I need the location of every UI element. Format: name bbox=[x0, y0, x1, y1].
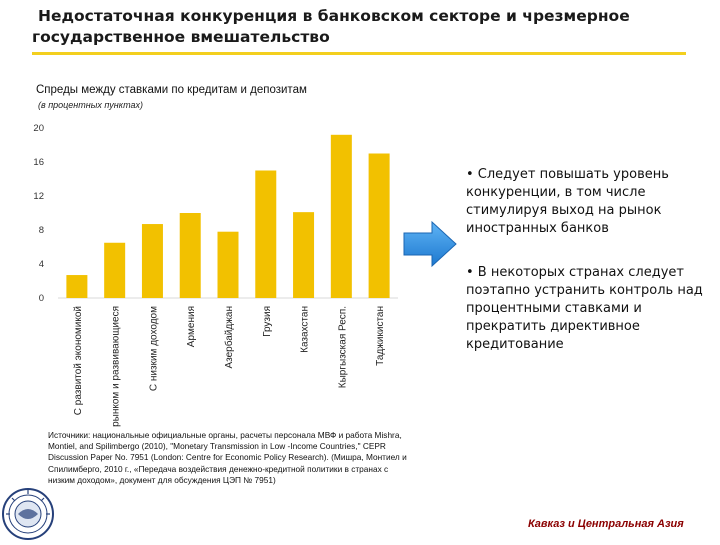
bar bbox=[104, 242, 126, 298]
bar bbox=[368, 153, 390, 298]
bar-chart: 0 4 8 12 16 20 С развитой экономикой С форм. ры… bbox=[33, 123, 398, 430]
bar bbox=[330, 134, 352, 298]
arrow-right-icon bbox=[402, 220, 458, 273]
category-label: С низким доходом bbox=[148, 306, 159, 391]
chart-title: Спреды между ставками по кредитам и депо… bbox=[36, 84, 307, 96]
region-label: Кавказ и Центральная Азия bbox=[528, 518, 684, 530]
category-label: Таджикистан bbox=[375, 306, 386, 366]
chart-subtitle: (в процентных пунктах) bbox=[38, 100, 143, 110]
slide-title: Недостаточная конкуренция в банковском с… bbox=[32, 6, 692, 48]
bar bbox=[293, 212, 315, 298]
source-note: Источники: национальные официальные орга… bbox=[48, 430, 407, 485]
bar bbox=[179, 213, 201, 298]
bar bbox=[66, 275, 88, 298]
category-label: Кыргызская Респ. bbox=[337, 306, 348, 388]
y-tick-label: 20 bbox=[33, 123, 44, 134]
title-underline bbox=[32, 52, 686, 55]
category-label: Казахстан bbox=[300, 306, 311, 353]
y-tick-label: 16 bbox=[33, 157, 44, 168]
bar bbox=[217, 231, 239, 298]
imf-seal-icon bbox=[2, 484, 54, 545]
category-label: Грузия bbox=[262, 306, 273, 337]
bullet-item: • Следует повышать уровень конкуренции, … bbox=[466, 167, 669, 236]
category-label: С развитой экономикой bbox=[73, 306, 84, 415]
slide-title-line-2: государственное вмешательство bbox=[32, 28, 330, 46]
bar bbox=[255, 170, 277, 298]
y-tick-label: 4 bbox=[39, 259, 44, 270]
slide-title-line-1: Недостаточная конкуренция в банковском с… bbox=[38, 7, 630, 25]
y-tick-label: 12 bbox=[33, 191, 44, 202]
category-label: С форм. рынком и развивающиеся bbox=[110, 306, 122, 430]
bullet-item: • В некоторых странах следует поэтапно у… bbox=[466, 265, 703, 352]
bar bbox=[141, 224, 163, 298]
category-label: Армения bbox=[186, 306, 197, 347]
bullet-list: • Следует повышать уровень конкуренции, … bbox=[466, 166, 716, 380]
category-label: Азербайджан bbox=[223, 306, 235, 369]
y-tick-label: 0 bbox=[39, 293, 44, 304]
y-tick-label: 8 bbox=[39, 225, 44, 236]
